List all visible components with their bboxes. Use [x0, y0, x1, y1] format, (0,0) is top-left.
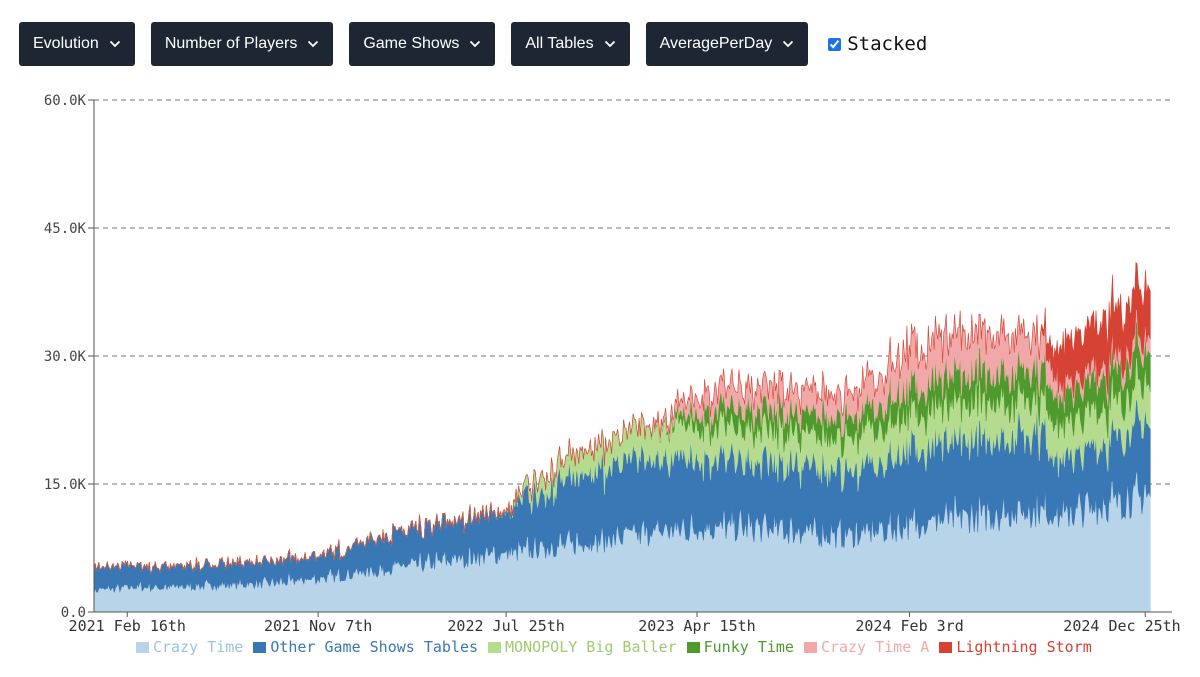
dropdown-label: Evolution	[33, 35, 99, 52]
x-tick-label: 2021 Feb 16th	[69, 617, 186, 635]
stacked-toggle[interactable]: Stacked	[828, 33, 927, 55]
legend-item[interactable]: Funky Time	[686, 638, 794, 656]
y-tick-label: 30.0K	[44, 349, 87, 365]
legend-swatch	[253, 641, 267, 653]
y-tick-label: 0.0	[61, 605, 86, 621]
x-tick-labels: 2021 Feb 16th 2021 Nov 7th 2022 Jul 25th 20…	[69, 612, 1181, 635]
dropdown-label: All Tables	[525, 35, 594, 52]
y-tick-labels: 0.0 15.0K 30.0K 45.0K 60.0K	[44, 93, 87, 621]
axes	[93, 100, 1172, 613]
legend-label: Lightning Storm	[956, 638, 1092, 656]
dropdown-label: AveragePerDay	[659, 35, 773, 52]
legend-swatch	[488, 641, 502, 653]
dropdown-evolution[interactable]: Evolution	[19, 22, 135, 66]
dropdown-game-shows[interactable]: Game Shows	[349, 22, 496, 66]
dropdown-label: Game Shows	[363, 35, 460, 52]
series-areas	[93, 261, 1151, 613]
x-tick-label: 2024 Dec 25th	[1063, 617, 1180, 635]
gridlines	[88, 99, 1172, 613]
chevron-down-icon	[604, 40, 616, 48]
legend-swatch	[939, 641, 953, 653]
legend-swatch	[686, 641, 700, 653]
y-tick-label: 15.0K	[44, 477, 87, 493]
legend-item[interactable]: MONOPOLY Big Baller	[488, 638, 677, 656]
legend-item[interactable]: Lightning Storm	[939, 638, 1092, 656]
chevron-down-icon	[307, 40, 319, 48]
x-tick-label: 2021 Nov 7th	[264, 617, 372, 635]
legend-item[interactable]: Other Game Shows Tables	[253, 638, 478, 656]
x-tick-label: 2024 Feb 3rd	[855, 617, 963, 635]
y-tick-label: 45.0K	[44, 221, 87, 237]
chevron-down-icon	[469, 40, 481, 48]
legend-label: Other Game Shows Tables	[270, 638, 479, 656]
series-area-lightning-storm	[93, 261, 1151, 575]
dropdown-all-tables[interactable]: All Tables	[511, 22, 630, 66]
x-tick-label: 2023 Apr 15th	[638, 617, 755, 635]
chevron-down-icon	[782, 40, 794, 48]
legend-label: MONOPOLY Big Baller	[505, 638, 677, 656]
toolbar: Evolution Number of Players Game Shows A…	[19, 22, 927, 66]
y-tick-label: 60.0K	[44, 93, 87, 109]
stacked-checkbox[interactable]	[828, 37, 842, 51]
legend-label: Crazy Time	[153, 638, 244, 656]
stacked-label: Stacked	[847, 33, 928, 55]
legend-label: Funky Time	[703, 638, 794, 656]
x-tick-label: 2022 Jul 25th	[447, 617, 564, 635]
dropdown-label: Number of Players	[164, 35, 298, 52]
legend-item[interactable]: Crazy Time	[136, 638, 243, 656]
legend-swatch	[136, 641, 149, 653]
chevron-down-icon	[109, 40, 121, 48]
dropdown-average-per-day[interactable]: AveragePerDay	[645, 22, 809, 66]
legend-label: Crazy Time A	[820, 638, 930, 656]
legend-item[interactable]: Crazy Time A	[803, 638, 930, 656]
dropdown-number-of-players[interactable]: Number of Players	[150, 22, 334, 66]
legend-swatch	[803, 641, 817, 653]
chart-legend: Crazy Time Other Game Shows Tables MONOPOL…	[136, 638, 1092, 656]
